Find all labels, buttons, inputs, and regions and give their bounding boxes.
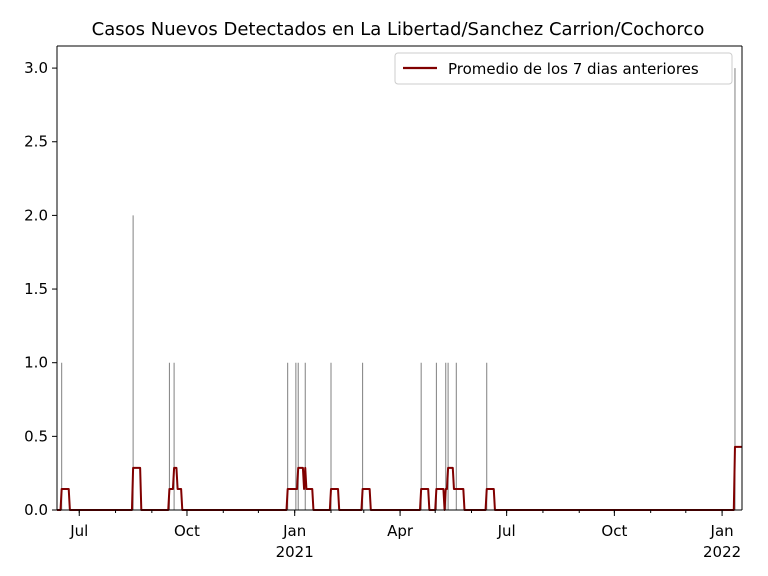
legend: Promedio de los 7 dias anteriores: [394, 52, 733, 85]
x-tick-year-label: 2022: [703, 543, 741, 561]
y-tick-label: 2.0: [24, 206, 48, 224]
x-tick-label: Oct: [601, 522, 627, 540]
x-tick-year-label: 2021: [276, 543, 314, 561]
y-tick-label: 0.0: [24, 501, 48, 519]
x-tick-label: Jul: [497, 522, 516, 540]
legend-label: Promedio de los 7 dias anteriores: [448, 60, 699, 78]
y-tick-label: 2.5: [24, 133, 48, 151]
y-tick-label: 3.0: [24, 59, 48, 77]
x-tick-label: Oct: [174, 522, 200, 540]
chart-title: Casos Nuevos Detectados en La Libertad/S…: [92, 19, 705, 40]
daily-case-bars: [61, 68, 736, 510]
legend-box: [394, 52, 733, 85]
x-tick-label: Jul: [69, 522, 88, 540]
y-tick-label: 0.5: [24, 427, 48, 445]
y-tick-label: 1.0: [24, 354, 48, 372]
y-tick-label: 1.5: [24, 280, 48, 298]
x-tick-label: Jan: [282, 522, 306, 540]
x-tick-label: Jan: [710, 522, 734, 540]
axes: 0.0 0.5 1.0 1.5 2.0 2.5 3.0 Jul Oct Jan 2021 Apr Jul…: [24, 45, 743, 561]
x-tick-label: Apr: [387, 522, 414, 540]
